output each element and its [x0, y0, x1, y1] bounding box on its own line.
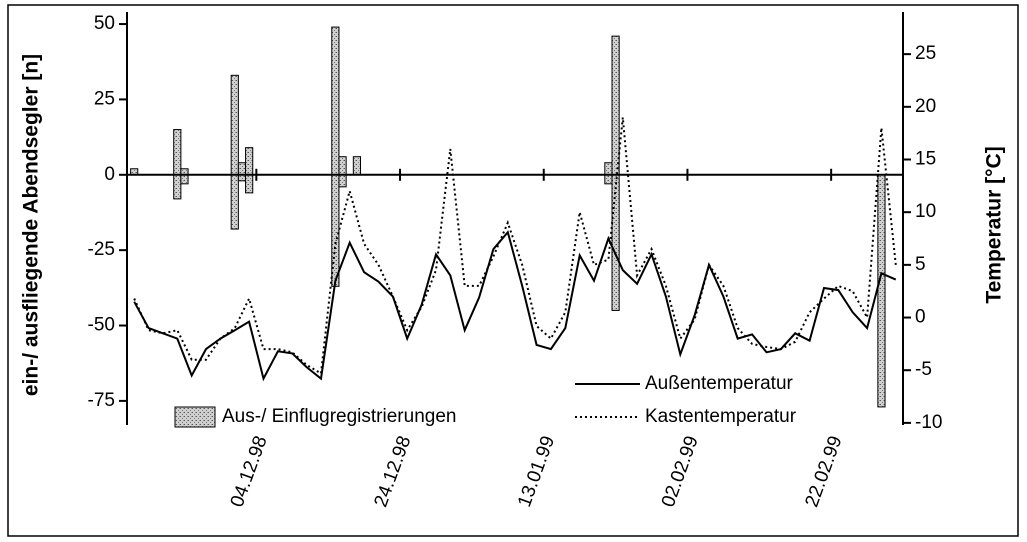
- y-tick-label: 50: [94, 13, 115, 34]
- bar: [877, 174, 886, 408]
- bar: [173, 174, 182, 200]
- y-axis-label: ein-/ ausfliegende Abendsegler [n]: [20, 54, 43, 396]
- bar: [230, 74, 239, 176]
- y-tick-label: 0: [104, 164, 115, 185]
- y-tick-label: -75: [88, 390, 115, 411]
- bar: [611, 174, 620, 311]
- bar: [245, 174, 254, 194]
- y2-tick-label: 25: [915, 43, 936, 64]
- x-tick-label: 02.02.99: [658, 433, 703, 510]
- legend-label: Kastentemperatur: [645, 406, 797, 427]
- legend-label: Aus-/ Einflugregistrierungen: [222, 406, 456, 427]
- bar: [604, 174, 613, 185]
- y2-axis-label: Temperatur [°C]: [983, 146, 1006, 303]
- legend-label: Außentemperatur: [645, 373, 794, 394]
- bar: [331, 174, 340, 287]
- y2-tick-label: 0: [915, 307, 926, 328]
- y2-tick-label: 20: [915, 96, 936, 117]
- y2-tick-label: 10: [915, 201, 936, 222]
- x-tick-label: 24.12.98: [370, 433, 415, 510]
- legend-swatch: [174, 406, 216, 428]
- bar: [331, 26, 340, 176]
- x-tick-label: 04.12.98: [227, 433, 272, 510]
- bar: [237, 162, 247, 176]
- y2-tick-label: -5: [915, 359, 932, 380]
- y-tick-label: -50: [88, 315, 115, 336]
- bar: [338, 156, 347, 176]
- x-tick-label: 13.01.99: [514, 433, 559, 510]
- bar: [604, 162, 613, 176]
- bar: [338, 174, 347, 188]
- y-tick-label: 25: [94, 88, 115, 109]
- bar: [173, 129, 182, 176]
- x-tick-label: 22.02.99: [802, 433, 847, 510]
- bar: [352, 156, 362, 176]
- line: [133, 230, 897, 382]
- y2-tick-label: 5: [915, 254, 926, 275]
- frame: [7, 4, 1019, 537]
- bar: [180, 174, 189, 185]
- y2-tick-label: -10: [915, 412, 942, 433]
- y-tick-label: -25: [88, 239, 115, 260]
- line: [133, 117, 897, 376]
- bar: [245, 147, 254, 176]
- y2-tick-label: 15: [915, 149, 936, 170]
- bar: [230, 174, 239, 230]
